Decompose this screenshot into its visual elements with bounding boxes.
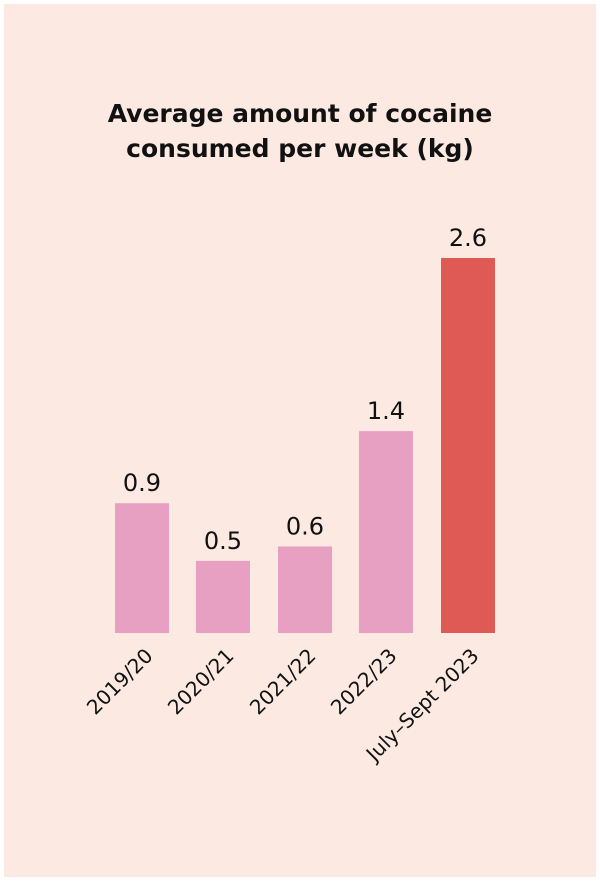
category-label-1: 2019/20 (82, 644, 158, 720)
chart-title: Average amount of cocaine consumed per w… (0, 96, 600, 166)
value-label-4: 1.4 (367, 397, 405, 425)
value-label-5: 2.6 (449, 224, 487, 252)
value-label-2: 0.5 (204, 527, 242, 555)
chart-background (4, 4, 596, 877)
category-label-2: 2020/21 (163, 644, 239, 720)
category-label-4: 2022/23 (326, 644, 402, 720)
chart-title-line-1: Average amount of cocaine (107, 99, 493, 128)
chart-title-line-2: consumed per week (kg) (126, 134, 474, 163)
value-label-1: 0.9 (123, 469, 161, 497)
category-label-3: 2021/22 (245, 644, 321, 720)
bar-5 (441, 258, 495, 633)
bar-2 (196, 560, 250, 633)
bar-4 (359, 431, 413, 633)
bar-3 (278, 546, 332, 633)
value-label-3: 0.6 (286, 512, 324, 540)
bar-1 (115, 503, 169, 633)
